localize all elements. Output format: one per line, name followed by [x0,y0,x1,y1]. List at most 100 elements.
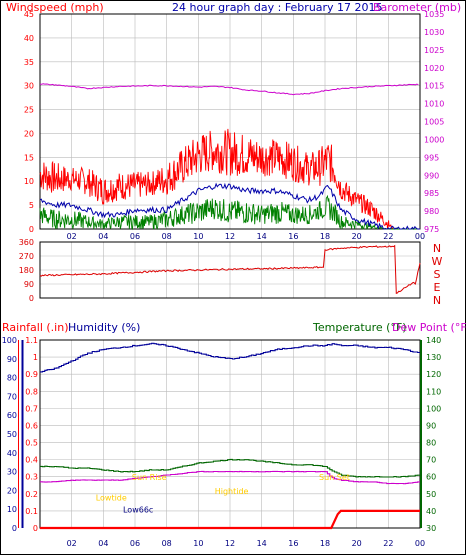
wind-direction-line [39,244,421,294]
humidity-x-tick-label: 22 [383,539,393,548]
humidity-x-tick-label: 18 [320,539,330,548]
wind-tick-label: 30 [24,82,34,91]
rainfall-line [40,509,420,530]
rainfall-tick-label: 0.6 [25,421,38,430]
temperature-tick-label: 30 [426,524,436,533]
barometer-tick-label: 1005 [424,118,444,127]
humidity-tick-label: 100 [2,336,17,345]
barometer-axis-title: Barometer (mb) [373,1,461,14]
humidity-tick-label: 60 [7,411,17,420]
temperature-tick-label: 130 [426,353,441,362]
rainfall-tick-label: 0 [33,524,38,533]
temperature-tick-label: 50 [426,490,436,499]
graph-title: 24 hour graph day : February 17 2015 [172,1,383,14]
humidity-x-tick-label: 08 [162,539,172,548]
wind-chart-series [39,83,420,231]
dewpoint-axis-title: Dew Point (°F) [392,321,466,334]
rainfall-tick-label: 0.2 [25,490,38,499]
annotation-label: Sun Rise [132,473,167,482]
humidity-axis-ticks: 0 10 20 30 40 50 60 70 80 90 100 [2,336,17,533]
humidity-x-tick-label: 14 [257,539,267,548]
humidity-tick-label: 40 [7,449,17,458]
direction-tick-label: 360 [19,238,34,247]
rainfall-tick-label: 0.5 [25,439,38,448]
temperature-tick-label: 100 [426,404,441,413]
barometer-tick-label: 980 [424,207,439,216]
direction-tick-label: 270 [19,252,34,261]
temperature-axis-title: Temperature (°F) [312,321,407,334]
rainfall-tick-label: 0.8 [25,387,38,396]
humidity-x-tick-label: 20 [352,539,362,548]
wind-low-line [39,194,420,231]
humidity-tick-label: 50 [7,430,17,439]
temperature-tick-label: 90 [426,421,436,430]
wind-tick-label: 10 [24,177,34,186]
direction-axis-ticks: 0 90 180 270 360 [19,238,34,303]
temperature-tick-label: 140 [426,336,441,345]
barometer-tick-label: 995 [424,153,439,162]
humidity-x-tick-label: 04 [98,539,108,548]
wind-x-tick-label: 22 [383,232,393,241]
annotation-label: Sun Set [319,473,350,482]
compass-label: N [433,294,441,307]
windspeed-line [39,128,420,230]
humidity-tick-label: 90 [7,355,17,364]
wind-tick-label: 45 [24,10,34,19]
wind-chart-frame [39,13,421,230]
sun-tide-annotations: Sun Rise Lowtide Low66c Hightide Sun Set [96,473,350,514]
humidity-chart-x-ticks: 02 04 06 08 10 12 14 16 18 20 22 00 [67,539,426,548]
wind-tick-label: 5 [29,201,34,210]
wind-x-tick-label: 16 [288,232,298,241]
dewpoint-line [40,470,421,485]
rainfall-tick-label: 1.1 [25,336,38,345]
direction-tick-label: 0 [29,294,34,303]
wind-tick-label: 20 [24,129,34,138]
barometer-tick-label: 1035 [424,10,444,19]
compass-label: N [433,242,441,255]
rainfall-axis-ticks: 0 0.1 0.2 0.3 0.4 0.5 0.6 0.7 0.8 0.9 1 1.1 [25,336,38,533]
rainfall-tick-label: 0.4 [25,456,38,465]
temperature-axis-ticks: 30 40 50 60 70 80 90 100 110 120 130 140 [426,336,441,533]
wind-x-tick-label: 20 [352,232,362,241]
direction-chart-frame [39,241,421,299]
temperature-tick-label: 110 [426,387,441,396]
barometer-tick-label: 1020 [424,64,444,73]
barometer-tick-label: 1025 [424,46,444,55]
barometer-axis-ticks: 975 980 985 990 995 1000 1005 1010 1015 1020 1025 1… [424,10,444,234]
barometer-tick-label: 990 [424,171,439,180]
temperature-line [40,458,421,478]
barometer-tick-label: 1000 [424,135,444,144]
rainfall-tick-label: 0.3 [25,473,38,482]
barometer-tick-label: 975 [424,225,439,234]
wind-x-tick-label: 06 [130,232,140,241]
wind-x-tick-label: 14 [257,232,267,241]
wind-tick-label: 40 [24,34,34,43]
wind-x-tick-label: 10 [193,232,203,241]
humidity-tick-label: 10 [7,505,17,514]
wind-tick-label: 25 [24,106,34,115]
wind-chart-x-ticks: 02 04 06 08 10 12 14 16 18 20 22 00 [67,232,426,241]
wind-axis-title: Windspeed (mph) [6,1,104,14]
humidity-tick-label: 80 [7,374,17,383]
wind-x-tick-label: 08 [162,232,172,241]
wind-tick-label: 0 [29,225,34,234]
compass-label: E [434,281,441,294]
humidity-tick-label: 70 [7,392,17,401]
rainfall-tick-label: 1 [33,353,38,362]
humidity-axis-title: Humidity (%) [68,321,140,334]
temperature-tick-label: 120 [426,370,441,379]
direction-chart-series [39,244,421,294]
humidity-x-tick-label: 00 [415,539,425,548]
rainfall-tick-label: 0.9 [25,370,38,379]
temperature-tick-label: 40 [426,507,436,516]
compass-label: W [432,255,443,268]
wind-x-tick-label: 12 [225,232,235,241]
humidity-x-tick-label: 06 [130,539,140,548]
wind-tick-label: 15 [24,153,34,162]
humidity-tick-label: 30 [7,468,17,477]
direction-tick-label: 90 [24,280,34,289]
humidity-x-tick-label: 02 [67,539,77,548]
barometer-line [40,83,419,96]
wind-x-tick-label: 04 [98,232,108,241]
barometer-tick-label: 1010 [424,100,444,109]
